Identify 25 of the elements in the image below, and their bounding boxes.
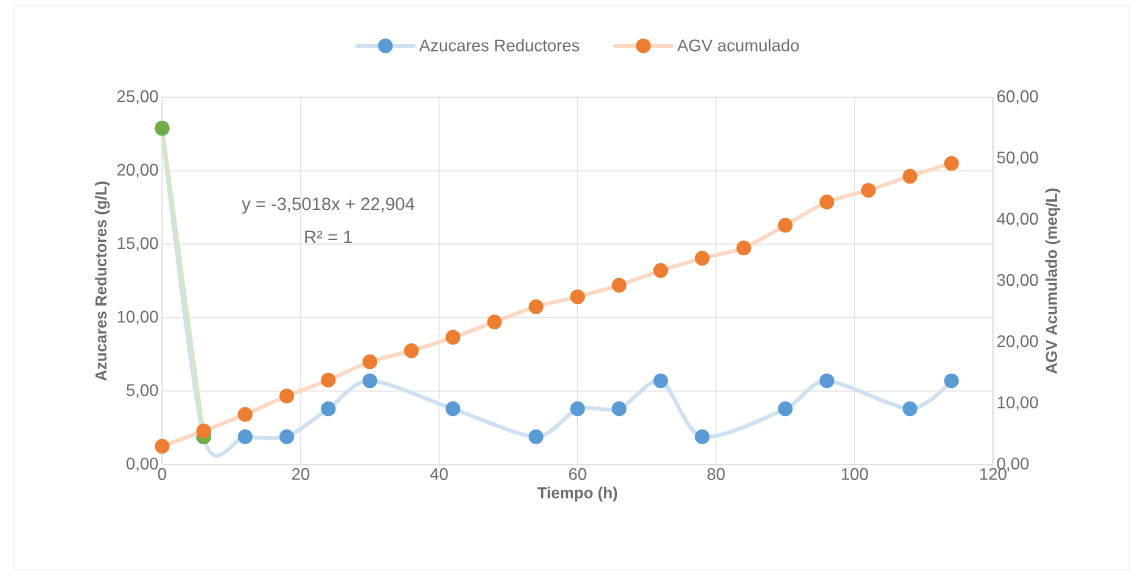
y-tick-label: 15,00 [117, 237, 158, 252]
y2-tick-label: 50,00 [997, 151, 1038, 166]
x-tick-label: 20 [292, 468, 310, 481]
y2-tick-label: 30,00 [997, 274, 1038, 288]
legend-label: Azucares Reductores [419, 39, 580, 52]
annotation: y = -3,5018x + 22,904 [241, 197, 415, 214]
y2-tick-label: 40,00 [996, 212, 1038, 227]
y-tick-label: 0,00 [126, 457, 158, 472]
y2-tick-label: 10,00 [997, 396, 1038, 411]
y-axis-title: Azucares Reductores (g/L) [94, 181, 110, 381]
annotation: R² = 1 [305, 230, 352, 244]
y-tick-label: 25,00 [117, 90, 158, 105]
y-tick-label: 5,00 [126, 384, 158, 399]
y2-tick-label: 20,00 [997, 335, 1038, 350]
x-axis-title: Tiempo (h) [537, 486, 618, 502]
x-tick-label: 0 [158, 468, 167, 481]
y-tick-label: 10,00 [117, 310, 158, 325]
x-tick-label: 80 [707, 468, 725, 481]
y2-tick-label: 60,00 [997, 90, 1038, 105]
y-tick-label: 20,00 [117, 163, 158, 178]
x-tick-label: 40 [430, 468, 448, 481]
x-tick-label: 100 [841, 468, 868, 481]
x-tick-label: 60 [569, 468, 587, 481]
legend-label: AGV acumulado [677, 39, 799, 52]
y2-axis-title: AGV Acumulado (meq/L) [1045, 188, 1061, 374]
